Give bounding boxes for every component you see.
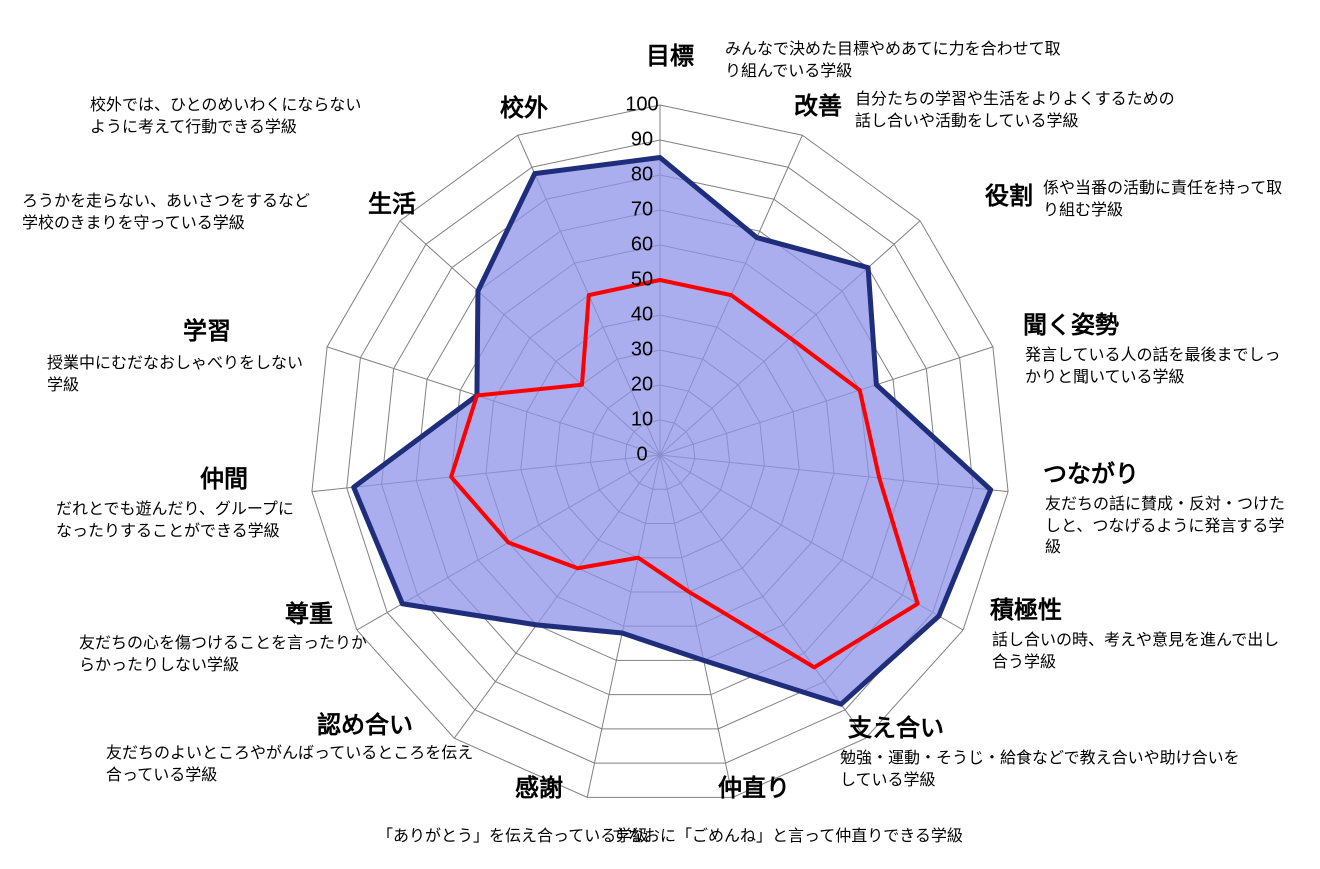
axis-title-nakanaori: 仲直り	[718, 776, 790, 802]
axis-desc-kogai: 校外では、ひとのめいわくにならないように考えて行動できる学級	[90, 95, 370, 138]
radial-tick-label: 0	[636, 444, 647, 467]
axis-desc-tsunagari: 友だちの話に賛成・反対・つけたしと、つなげるように発言する学級	[1045, 494, 1295, 559]
axis-desc-kiku: 発言している人の話を最後までしっかりと聞いている学級	[1025, 345, 1285, 388]
axis-title-mokuhyo: 目標	[646, 44, 694, 70]
radial-tick-label: 100	[625, 94, 658, 117]
axis-desc-kansha: 「ありがとう」を伝え合っている学級	[377, 826, 677, 848]
axis-title-mitomeai: 認め合い	[317, 713, 413, 739]
radial-tick-label: 60	[631, 234, 653, 257]
axis-desc-mokuhyo: みんなで決めた目標やめあてに力を合わせて取り組んでいる学級	[725, 39, 1070, 82]
axis-title-kogai: 校外	[500, 96, 548, 122]
axis-title-kaizen: 改善	[794, 94, 842, 120]
axis-desc-nakama: だれとでも遊んだり、グループになったりすることができる学級	[56, 499, 306, 542]
radar-chart-container: 0 10 20 30 40 50 60 70 80 90 100 目標 みんなで決めた目標やめあてに力を…	[0, 0, 1320, 869]
radial-tick-label: 90	[631, 129, 653, 152]
axis-title-nakama: 仲間	[200, 467, 248, 493]
axis-desc-kaizen: 自分たちの学習や生活をよりよくするための話し合いや活動をしている学級	[855, 89, 1180, 132]
axis-title-sasaeai: 支え合い	[848, 716, 944, 742]
radial-tick-label: 30	[631, 339, 653, 362]
axis-title-tsunagari: つながり	[1043, 462, 1139, 488]
radial-tick-label: 20	[631, 374, 653, 397]
axis-title-sekkyoku: 積極性	[990, 598, 1062, 624]
axis-title-soncho: 尊重	[285, 602, 333, 628]
radial-tick-label: 40	[631, 304, 653, 327]
axis-title-gakushu: 学習	[183, 319, 231, 345]
axis-title-kiku: 聞く姿勢	[1023, 313, 1119, 339]
radial-tick-label: 50	[631, 269, 653, 292]
axis-desc-yakuwari: 係や当番の活動に責任を持って取り組む学級	[1043, 178, 1298, 221]
radial-tick-label: 70	[631, 199, 653, 222]
axis-desc-soncho: 友だちの心を傷つけることを言ったりからかったりしない学級	[79, 633, 379, 676]
axis-desc-gakushu: 授業中にむだなおしゃべりをしない学級	[47, 353, 317, 396]
series-blue	[354, 158, 991, 705]
axis-title-kansha: 感謝	[515, 776, 563, 802]
axis-title-yakuwari: 役割	[985, 184, 1033, 210]
axis-desc-mitomeai: 友だちのよいところやがんばっているところを伝え合っている学級	[106, 743, 486, 786]
axis-title-seikatsu: 生活	[368, 192, 416, 218]
radial-tick-label: 80	[631, 164, 653, 187]
axis-desc-seikatsu: ろうかを走らない、あいさつをするなど学校のきまりを守っている学級	[22, 191, 322, 234]
radial-tick-label: 10	[631, 409, 653, 432]
axis-desc-sekkyoku: 話し合いの時、考えや意見を進んで出し合う学級	[992, 630, 1292, 673]
axis-desc-sasaeai: 勉強・運動・そうじ・給食などで教え合いや助け合いをしている学級	[840, 748, 1240, 791]
